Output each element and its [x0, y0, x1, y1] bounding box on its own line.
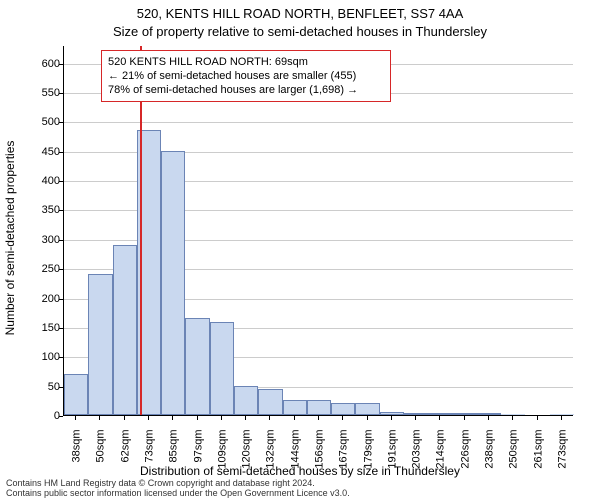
x-tick-mark	[367, 416, 368, 420]
x-tick-mark	[221, 416, 222, 420]
y-tick-label: 400	[36, 176, 60, 187]
x-tick-mark	[512, 416, 513, 420]
y-tick-label: 200	[36, 294, 60, 305]
histogram-bar	[307, 400, 331, 415]
x-tick-mark	[439, 416, 440, 420]
x-tick-mark	[318, 416, 319, 420]
y-tick-label: 100	[36, 352, 60, 363]
x-tick-mark	[464, 416, 465, 420]
plot-area: 520 KENTS HILL ROAD NORTH: 69sqm ← 21% o…	[63, 46, 573, 416]
x-tick-mark	[391, 416, 392, 420]
y-tick-label: 500	[36, 117, 60, 128]
x-tick-mark	[124, 416, 125, 420]
footer-line-2: Contains public sector information licen…	[6, 488, 350, 498]
footer-line-1: Contains HM Land Registry data © Crown c…	[6, 478, 350, 488]
chart-container: 520, KENTS HILL ROAD NORTH, BENFLEET, SS…	[0, 0, 600, 500]
y-tick-label: 300	[36, 235, 60, 246]
histogram-bar	[453, 413, 477, 415]
x-tick-mark	[99, 416, 100, 420]
histogram-bar	[258, 389, 282, 415]
x-tick-mark	[269, 416, 270, 420]
y-axis-label: Number of semi-detached properties	[3, 141, 17, 336]
x-tick-mark	[294, 416, 295, 420]
histogram-bar	[185, 318, 209, 415]
histogram-bar	[380, 412, 404, 415]
x-tick-mark	[415, 416, 416, 420]
x-tick-mark	[537, 416, 538, 420]
histogram-bar	[331, 403, 355, 415]
histogram-bar	[234, 386, 258, 415]
annotation-line-3: 78% of semi-detached houses are larger (…	[108, 83, 384, 97]
y-tick-label: 0	[36, 411, 60, 422]
histogram-bar	[64, 374, 88, 415]
chart-title-line2: Size of property relative to semi-detach…	[0, 24, 600, 39]
x-tick-mark	[172, 416, 173, 420]
histogram-bar	[113, 245, 137, 415]
histogram-bar	[477, 413, 501, 415]
histogram-bar	[550, 414, 574, 415]
histogram-bar	[428, 413, 452, 415]
y-tick-label: 450	[36, 147, 60, 158]
annotation-line-1: 520 KENTS HILL ROAD NORTH: 69sqm	[108, 55, 384, 69]
y-tick-label: 150	[36, 323, 60, 334]
x-axis-title: Distribution of semi-detached houses by …	[0, 464, 600, 478]
y-tick-label: 600	[36, 59, 60, 70]
y-tick-label: 50	[36, 382, 60, 393]
x-tick-mark	[342, 416, 343, 420]
chart-title-line1: 520, KENTS HILL ROAD NORTH, BENFLEET, SS…	[0, 6, 600, 21]
y-tick-label: 250	[36, 264, 60, 275]
histogram-bar	[501, 414, 525, 415]
x-tick-mark	[488, 416, 489, 420]
x-tick-mark	[245, 416, 246, 420]
histogram-bar	[355, 403, 379, 415]
histogram-bar	[283, 400, 307, 415]
footer-attribution: Contains HM Land Registry data © Crown c…	[6, 478, 350, 498]
annotation-box: 520 KENTS HILL ROAD NORTH: 69sqm ← 21% o…	[101, 50, 391, 102]
histogram-bar	[210, 322, 234, 415]
y-tick-label: 550	[36, 88, 60, 99]
x-tick-mark	[148, 416, 149, 420]
histogram-bar	[161, 151, 185, 415]
y-tick-mark	[59, 416, 63, 417]
y-tick-label: 350	[36, 205, 60, 216]
x-tick-mark	[561, 416, 562, 420]
annotation-line-2: ← 21% of semi-detached houses are smalle…	[108, 69, 384, 83]
histogram-bar	[404, 413, 428, 415]
x-tick-mark	[197, 416, 198, 420]
x-tick-mark	[75, 416, 76, 420]
histogram-bar	[88, 274, 112, 415]
